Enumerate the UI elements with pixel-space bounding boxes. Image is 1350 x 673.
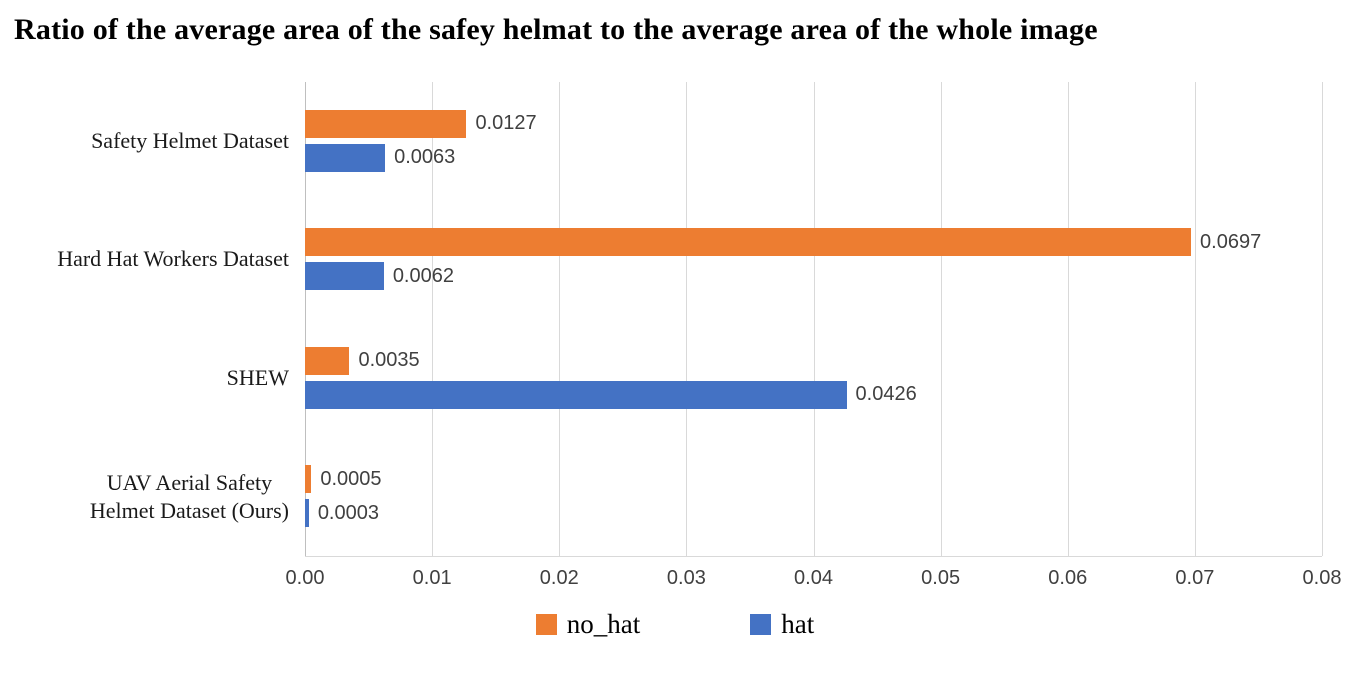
category-band: 0.0035 0.0426 [305,319,1322,438]
bar-value-label: 0.0035 [358,349,420,372]
legend-label-no_hat: no_hat [566,608,641,639]
y-axis-category-label-text: Safety Helmet Dataset [91,127,289,153]
bar-hat [305,499,309,528]
y-axis-category-label-text: SHEW [226,365,289,391]
bar-value-label: 0.0697 [1200,230,1262,253]
x-axis-tick-label: 0.07 [1175,566,1215,589]
y-axis-category-label: SHEW [0,319,305,438]
chart-title: Ratio of the average area of the safey h… [14,13,1098,46]
y-axis-category-label-text: Hard Hat Workers Dataset [57,246,289,272]
gridline [1067,81,1069,556]
bar-no_hat [305,109,467,138]
bar-value-label: 0.0063 [394,146,456,169]
x-axis-tick-label: 0.00 [285,566,325,589]
bar-row: 0.0062 [305,262,1322,291]
bar-no_hat [305,346,350,375]
x-axis-tick-label: 0.04 [794,566,833,589]
bar-row: 0.0003 [305,499,1322,528]
y-axis-category-label: UAV Aerial Safety Helmet Dataset (Ours) [0,438,305,557]
bar-row: 0.0127 [305,109,1322,138]
gridline [686,81,688,556]
bar-no_hat [305,465,312,494]
category-band: 0.0697 0.0062 [305,200,1322,319]
gridline [1322,81,1323,556]
bar-value-label: 0.0062 [392,264,454,287]
x-axis-tick-label: 0.01 [412,566,452,589]
x-axis-tick-label: 0.03 [666,566,706,589]
bar-hat [305,380,847,409]
y-axis-category-label-text: UAV Aerial Safety Helmet Dataset (Ours) [89,469,289,524]
legend-item-hat: hat [750,609,814,640]
chart-body: Safety Helmet Dataset Hard Hat Workers Da… [0,81,1350,557]
x-axis-tick-labels: 0.00 0.01 0.02 0.03 0.04 0.05 0.06 0.07 0.08 [286,557,1342,595]
bar-value-label: 0.0127 [475,112,537,135]
category-band: 0.0005 0.0003 [305,437,1322,556]
x-axis-tick-label: 0.08 [1302,566,1342,589]
bar-row: 0.0697 [305,228,1322,257]
bar-row: 0.0005 [305,465,1322,494]
legend: no_hat hat [0,609,1350,640]
bar-value-label: 0.0005 [320,467,382,490]
x-axis-tick-label: 0.05 [921,566,961,589]
gridline [432,81,434,556]
legend-item-no_hat: no_hat [535,608,641,640]
x-axis-tick-label: 0.06 [1048,566,1088,589]
bar-row: 0.0063 [305,143,1322,172]
gridline [940,81,942,556]
legend-swatch-no_hat [535,613,557,635]
bar-hat [305,143,386,172]
gridline [559,81,561,556]
y-axis-category-label: Safety Helmet Dataset [0,82,305,201]
y-axis-category-label: Hard Hat Workers Dataset [0,200,305,319]
bar-value-label: 0.0003 [317,501,379,524]
x-axis-tick-label: 0.02 [539,566,579,589]
bar-row: 0.0426 [305,380,1322,409]
bar-value-label: 0.0426 [855,383,917,406]
y-axis-line [305,81,306,556]
gridline [813,81,815,556]
legend-label-hat: hat [781,608,815,639]
legend-swatch-hat [750,613,772,635]
category-band: 0.0127 0.0063 [305,82,1322,201]
plot-area: 0.0127 0.0063 0.0697 0.0062 0.0035 0.0426 0.00… [305,81,1323,557]
bar-hat [305,262,384,291]
y-axis-category-labels: Safety Helmet Dataset Hard Hat Workers Da… [0,82,305,557]
gridline [1194,81,1196,556]
bar-no_hat [305,228,1192,257]
bar-row: 0.0035 [305,346,1322,375]
